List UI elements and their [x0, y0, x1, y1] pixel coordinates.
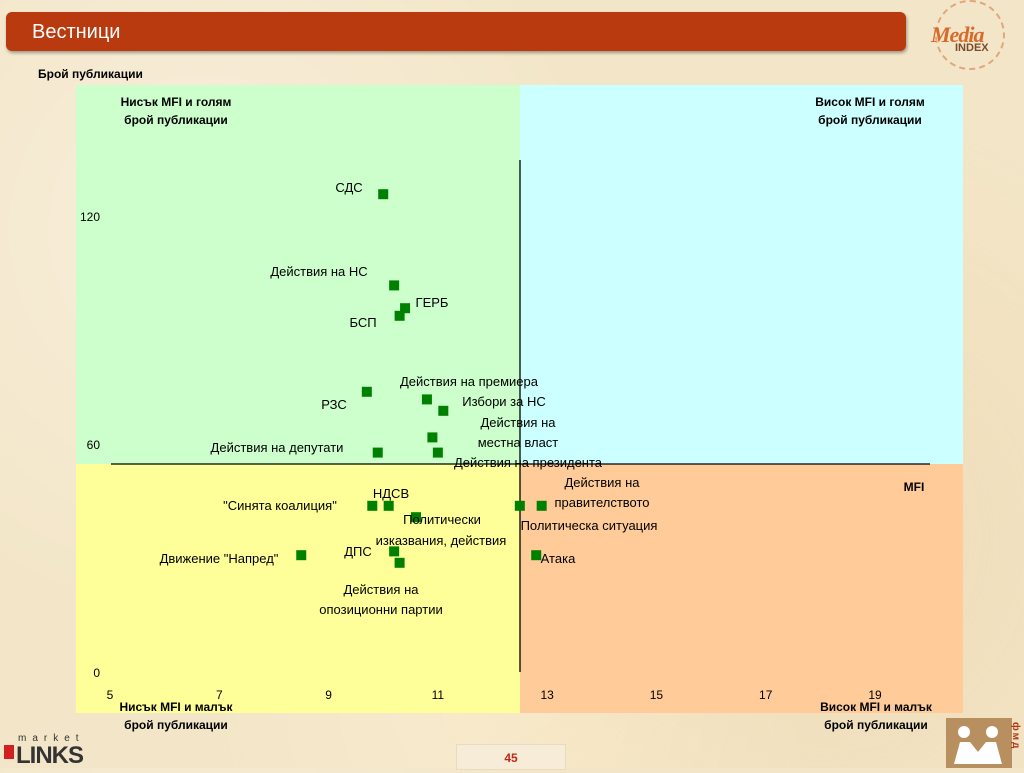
quadrant-top-right	[520, 85, 963, 464]
data-point-marker	[421, 394, 432, 405]
data-point-label: Политическа ситуация	[521, 518, 658, 533]
data-point-marker	[378, 189, 389, 200]
data-point-label: РЗС	[321, 397, 346, 412]
fmd-people-icon	[954, 726, 1002, 764]
data-point-label: ДПС	[344, 544, 372, 559]
data-point-marker	[394, 557, 405, 568]
data-point-label: местна власт	[478, 435, 559, 450]
quadrant-bottom-left	[76, 464, 520, 713]
x-tick-label: 13	[540, 688, 554, 702]
data-point-label: Действия на	[344, 582, 420, 597]
data-point-label: НДСВ	[373, 486, 409, 501]
data-point-label: Действия на	[481, 415, 557, 430]
data-point-marker	[438, 405, 449, 416]
quadrant-top-left	[76, 85, 520, 464]
quadrant-label-bottom-right: Висок MFI и малък брой публикации	[796, 698, 956, 734]
data-point-label: Движение "Напред"	[160, 551, 279, 566]
quadrant-label-bottom-left-line2: брой публикации	[124, 718, 228, 732]
data-point-marker	[394, 310, 405, 321]
data-point-label: БСП	[349, 315, 376, 330]
data-point-label: Действия на президента	[454, 455, 603, 470]
y-axis-label: Брой публикации	[38, 67, 143, 81]
data-point-marker	[427, 432, 438, 443]
data-point-marker	[389, 546, 400, 557]
y-tick-label: 0	[93, 666, 100, 680]
media-index-logo: Media INDEX	[925, 0, 1010, 70]
market-links-logo: market LINKS	[2, 733, 98, 769]
data-point-marker	[296, 550, 307, 561]
quadrant-label-bottom-left-line1: Нисък MFI и малък	[119, 700, 233, 714]
data-point-marker	[367, 500, 378, 511]
x-tick-label: 15	[650, 688, 664, 702]
data-point-marker	[432, 447, 443, 458]
data-point-marker	[361, 386, 372, 397]
data-point-label: СДС	[335, 180, 362, 195]
data-point-label: правителството	[554, 495, 649, 510]
data-point-label: Действия на депутати	[211, 440, 344, 455]
page-number: 45	[504, 751, 518, 765]
data-point-marker	[531, 550, 542, 561]
market-links-big-text: LINKS	[16, 742, 84, 769]
x-tick-label: 9	[325, 688, 332, 702]
quadrant-label-top-left: Нисък MFI и голям брой публикации	[96, 93, 256, 129]
data-point-marker	[372, 447, 383, 458]
page-number-box: 45	[456, 744, 566, 770]
x-axis-label: MFI	[904, 480, 925, 494]
fmd-logo	[946, 718, 1012, 768]
data-point-label: "Синята коалиция"	[223, 498, 337, 513]
data-point-marker	[536, 500, 547, 511]
data-point-marker	[411, 512, 421, 523]
data-point-label: Политически	[403, 512, 481, 527]
data-point-label: изказвания, действия	[376, 533, 507, 548]
data-point-label: Действия на премиера	[400, 374, 539, 389]
data-point-label: Действия на	[565, 475, 641, 490]
page-title: Вестници	[32, 21, 121, 43]
y-tick-label: 60	[87, 438, 101, 452]
data-point-label: опозиционни партии	[319, 602, 442, 617]
data-point-marker	[514, 500, 525, 511]
data-point-marker	[383, 500, 394, 511]
logo-media-text: Media	[931, 22, 984, 47]
quadrant-label-top-left-line1: Нисък MFI и голям	[120, 95, 232, 109]
logo-ring	[935, 0, 1005, 70]
data-point-marker	[400, 303, 411, 314]
x-tick-label: 17	[759, 688, 773, 702]
x-tick-label: 7	[216, 688, 223, 702]
quadrant-label-top-right-line2: брой публикации	[818, 113, 922, 127]
data-point-label: Атака	[541, 551, 576, 566]
x-tick-label: 19	[868, 688, 882, 702]
market-links-red-mark	[4, 745, 14, 759]
quadrant-label-bottom-left: Нисък MFI и малък брой публикации	[96, 698, 256, 734]
quadrant-label-top-left-line2: брой публикации	[124, 113, 228, 127]
quadrant-label-top-right: Висок MFI и голям брой публикации	[790, 93, 950, 129]
x-tick-label: 5	[107, 688, 114, 702]
data-point-marker	[389, 280, 400, 291]
quadrant-label-bottom-right-line1: Висок MFI и малък	[820, 700, 932, 714]
data-point-label: Избори за НС	[462, 394, 546, 409]
title-bar: Вестници	[6, 12, 906, 51]
market-links-small-text: market	[18, 733, 85, 744]
fmd-text: фмд	[1010, 722, 1021, 751]
logo-index-text: INDEX	[955, 42, 989, 54]
quadrant-label-top-right-line1: Висок MFI и голям	[815, 95, 925, 109]
quadrant-bottom-right	[520, 464, 963, 713]
data-point-label: ГЕРБ	[416, 295, 449, 310]
x-tick-label: 11	[432, 688, 445, 702]
data-point-label: Действия на НС	[270, 264, 367, 279]
y-tick-label: 120	[80, 210, 100, 224]
quadrant-label-bottom-right-line2: брой публикации	[824, 718, 928, 732]
